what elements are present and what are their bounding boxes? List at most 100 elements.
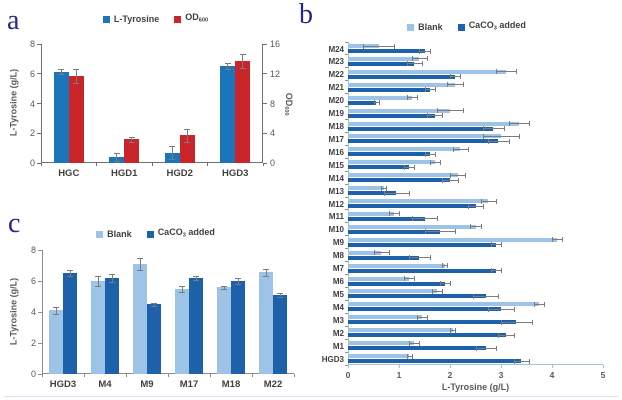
x-axis-tick — [151, 163, 153, 166]
row-label-m21: M21 — [328, 83, 344, 93]
y-axis-tick — [38, 373, 42, 375]
error-bar-line — [406, 355, 412, 357]
bar-caco3-m22 — [348, 74, 456, 79]
y2-axis-tick — [263, 73, 267, 75]
error-bar-cap — [455, 229, 457, 235]
bar-caco3-m21 — [348, 87, 430, 92]
y-axis-tick — [345, 196, 348, 198]
error-bar-cap — [552, 237, 553, 243]
error-bar-cap — [109, 281, 115, 283]
x-axis-tick-label: 2 — [447, 370, 453, 380]
error-bar-cap — [67, 270, 73, 272]
bar-caco3-m15 — [348, 165, 410, 170]
error-bar-cap — [224, 69, 231, 71]
bar-caco3-m24 — [348, 49, 425, 53]
y2-axis-tick — [263, 162, 267, 164]
row-label-m12: M12 — [328, 199, 344, 209]
error-bar-line — [488, 140, 509, 142]
error-bar-line — [437, 110, 463, 112]
legend-label-text: CaCO — [157, 227, 183, 238]
error-bar-line — [97, 276, 99, 286]
error-bar-cap — [277, 293, 283, 295]
row-label-m15: M15 — [328, 160, 344, 170]
error-bar-cap — [73, 83, 80, 85]
error-bar-line — [513, 360, 530, 362]
y-axis-tick — [345, 351, 348, 353]
legend-swatch-series1 — [102, 15, 110, 23]
y-axis-tick-label: 4 — [29, 98, 35, 109]
bar-caco3-added-m22 — [273, 294, 287, 374]
row-label-m17: M17 — [328, 134, 344, 144]
error-bar-cap — [447, 263, 449, 269]
error-bar-cap — [235, 277, 241, 279]
legend-item: Blank — [407, 22, 443, 32]
bar-caco3-m23 — [348, 61, 415, 66]
panel-b-chart: 0 1 2 3 4 5 M24 M23 M22 M21 M20 M19 M18 M17 M16 M15 M14 M… — [322, 41, 605, 392]
error-bar-line — [242, 54, 244, 68]
legend-swatch-series2 — [457, 23, 465, 31]
y-axis-tick — [345, 131, 348, 133]
panel-c-chart: 0 2 4 6 8 HGD3 M4 M9 M17 M18 M22 — [31, 245, 295, 390]
legend-label: L-Tyrosine — [114, 14, 159, 24]
bar-blank-m7 — [348, 263, 445, 268]
y-axis-tick — [38, 311, 42, 313]
x-axis-tick — [96, 163, 97, 166]
error-bar-cap — [498, 332, 500, 338]
legend-item: L-Tyrosine — [102, 14, 159, 24]
error-bar-cap — [439, 281, 441, 287]
bar-blank-m3 — [348, 315, 422, 320]
bar-blank-m17 — [175, 288, 189, 374]
error-bar-cap — [373, 250, 375, 256]
error-bar-cap — [437, 108, 439, 114]
error-bar-line — [424, 153, 435, 155]
panel-a-y2-axis-title-subscript: 600 — [282, 106, 289, 116]
bar-caco3-m5 — [348, 294, 486, 299]
legend-label-text: L-Tyrosine — [113, 14, 160, 24]
error-bar-line — [116, 153, 118, 161]
error-bar-line — [409, 257, 430, 259]
error-bar-line — [490, 244, 501, 246]
y-axis-line — [41, 44, 42, 163]
error-bar-cap — [58, 74, 65, 76]
error-bar-cap — [450, 327, 451, 333]
bar-l-tyrosine-hgd3 — [220, 66, 236, 163]
error-bar-cap — [508, 138, 510, 144]
error-bar-line — [416, 316, 428, 318]
error-bar-cap — [411, 56, 413, 62]
error-bar-cap — [434, 151, 436, 157]
y-axis-tick-label: 0 — [29, 158, 35, 168]
legend-label: CaCO3 added — [469, 20, 526, 33]
error-bar-cap — [513, 332, 515, 338]
bar-blank-hgd3 — [49, 310, 63, 374]
error-bar-line — [508, 123, 530, 125]
y-axis-tick — [38, 280, 42, 282]
category-label-hgc: HGC — [58, 168, 80, 179]
x-axis-tick — [262, 163, 264, 166]
x-axis-tick — [251, 374, 253, 377]
bar-blank-m18 — [348, 121, 519, 126]
bar-od600-hgc — [68, 75, 84, 163]
error-bar-cap — [452, 146, 454, 152]
error-bar-cap — [467, 203, 469, 209]
bar-blank-m13 — [348, 186, 384, 191]
y2-axis-line — [262, 44, 263, 163]
legend-label-text: Blank — [107, 229, 132, 239]
x-axis-tick-label: 4 — [549, 370, 555, 380]
error-bar-cap — [416, 95, 418, 101]
y-axis-tick-label: 6 — [30, 276, 36, 286]
error-bar-cap — [427, 314, 429, 320]
bar-od600-hgd3 — [235, 61, 251, 163]
error-bar-cap — [429, 159, 431, 165]
y-axis-tick — [37, 103, 41, 104]
error-bar-line — [60, 68, 62, 75]
y-axis-tick — [345, 286, 348, 288]
bar-caco3-m6 — [348, 281, 445, 286]
bar-blank-m12 — [348, 199, 489, 204]
bar-blank-m23 — [348, 56, 420, 61]
error-bar-line — [265, 269, 267, 276]
y-axis-tick-label: 2 — [29, 128, 35, 139]
error-bar-cap — [53, 313, 59, 315]
y-axis-tick — [345, 183, 348, 185]
category-label-hgd2: HGD2 — [166, 168, 193, 179]
error-bar-line — [153, 302, 155, 306]
